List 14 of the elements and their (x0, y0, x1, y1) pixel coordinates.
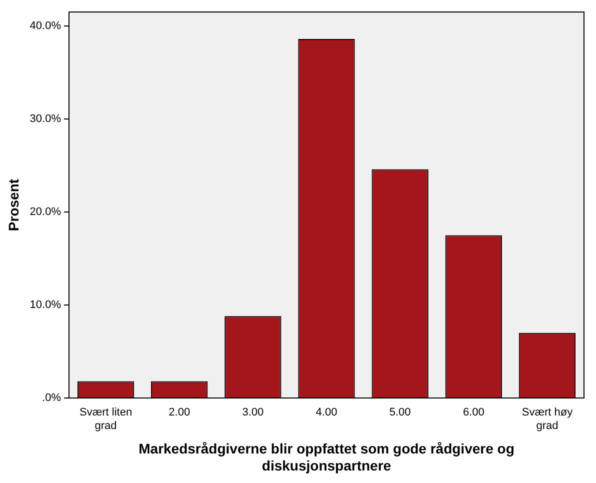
x-tick-label: 5.00 (389, 406, 411, 419)
x-tick-label: 6.00 (462, 406, 484, 419)
x-axis-title: Markedsrådgiverne blir oppfattet som gode rådgivere og diskusjonspartnere (138, 440, 514, 474)
x-tick-label: Svært liten grad (79, 406, 132, 432)
y-tick-label: 30.0% (30, 112, 62, 125)
y-axis-title: Prosent (5, 178, 22, 232)
y-tick-label: 10.0% (30, 299, 62, 312)
y-tick-label: 40.0% (30, 20, 62, 32)
x-tick-label: 3.00 (242, 406, 264, 419)
y-tick-label: 20.0% (30, 206, 62, 218)
x-tick-label: Svært høy grad (522, 406, 574, 432)
x-tick-label: 2.00 (168, 406, 190, 419)
x-tick-label: 4.00 (316, 406, 338, 419)
y-tick-label: .0% (42, 392, 62, 404)
